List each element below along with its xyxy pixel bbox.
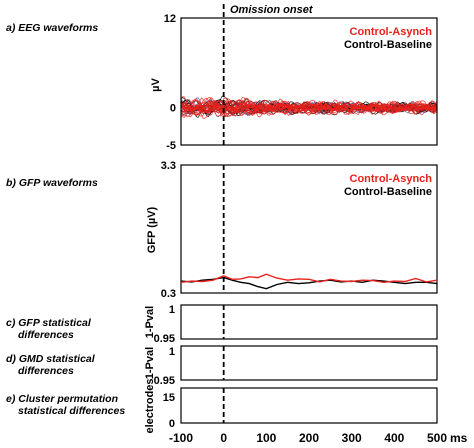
ytick-b-0-3: 0.3 — [161, 288, 176, 300]
panel-label-c-line1: c) GFP statistical — [6, 317, 91, 329]
panel-b-frame — [180, 164, 438, 294]
panel-label-a: a) EEG waveforms — [6, 22, 99, 34]
legend-a-asynch: Control-Asynch — [350, 26, 433, 38]
panel-e-frame — [180, 387, 438, 424]
panel-label-e-line1: e) Cluster permutation — [6, 393, 119, 405]
ytick-e-15: 15 — [163, 392, 175, 404]
ylabel-c: 1-Pval — [144, 306, 156, 338]
ytick-a-minus5: -5 — [166, 140, 176, 152]
x-unit-label: ms — [450, 431, 468, 445]
xtick-label: 100 — [256, 431, 276, 445]
legend-b-baseline: Control-Baseline — [344, 186, 432, 198]
xtick-label: 400 — [384, 431, 404, 445]
xtick-label: 300 — [342, 431, 362, 445]
ytick-d-1: 1 — [169, 346, 175, 358]
eeg-traces — [180, 94, 438, 119]
xtick-label: 200 — [299, 431, 319, 445]
legend-b-asynch: Control-Asynch — [350, 173, 433, 185]
xtick-label: 0 — [220, 431, 227, 445]
panel-c: 1 0.95 1-Pval — [144, 304, 438, 345]
panel-a: 12 0 -5 µV Control-Asynch Control-Baseli… — [150, 4, 438, 152]
panel-label-b: b) GFP waveforms — [6, 177, 98, 189]
ytick-d-0-95: 0.95 — [154, 375, 175, 387]
x-axis-ticks: -100 0 100 200 300 400 500 — [169, 431, 447, 445]
omission-onset-label: Omission onset — [230, 4, 314, 16]
panel-d: 1 0.95 1-Pval — [144, 345, 438, 387]
ytick-a-12: 12 — [164, 13, 176, 25]
panel-label-e-line2: statistical differences — [18, 405, 126, 417]
panel-b: 3.3 0.3 GFP (µV) Control-Asynch Control-… — [146, 160, 438, 300]
panel-label-c: c) GFP statistical differences — [6, 317, 91, 341]
panel-label-d: d) GMD statistical differences — [6, 353, 95, 377]
panel-d-frame — [180, 345, 438, 381]
eeg-trace — [180, 96, 438, 119]
ytick-c-0-95: 0.95 — [154, 333, 175, 345]
legend-a-baseline: Control-Baseline — [344, 39, 432, 51]
xtick-label: 500 — [427, 431, 447, 445]
panel-e: 15 0 electrodes -100 0 100 200 300 400 500 ms — [144, 378, 468, 445]
panel-c-frame — [180, 304, 438, 340]
ylabel-b: GFP (µV) — [146, 206, 158, 253]
panel-label-d-line1: d) GMD statistical — [6, 353, 95, 365]
ylabel-a: µV — [150, 78, 162, 92]
gfp-line-asynch — [180, 273, 438, 284]
ylabel-d: 1-Pval — [144, 347, 156, 379]
panel-a-frame — [180, 17, 438, 146]
panel-label-c-line2: differences — [18, 329, 74, 341]
ytick-b-3-3: 3.3 — [161, 160, 176, 172]
xtick-label: -100 — [169, 431, 193, 445]
panel-label-d-line2: differences — [18, 365, 74, 377]
ytick-a-0: 0 — [170, 103, 176, 115]
ylabel-e: electrodes — [144, 378, 156, 433]
gfp-line-baseline — [180, 276, 438, 290]
ytick-c-1: 1 — [169, 304, 175, 316]
panel-label-e: e) Cluster permutation statistical diffe… — [6, 393, 125, 417]
ytick-e-0: 0 — [169, 418, 175, 430]
